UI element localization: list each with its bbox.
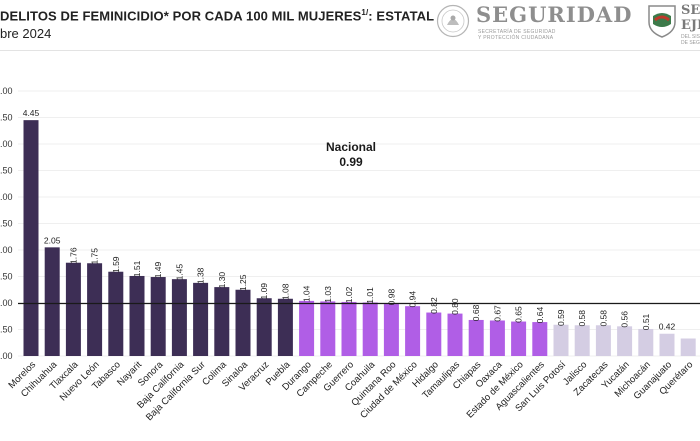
- value-label: 0.65: [514, 306, 524, 323]
- value-label: 1.08: [280, 283, 290, 300]
- y-tick-label: .50: [0, 272, 13, 282]
- bar: [150, 277, 166, 356]
- value-label: 1.38: [196, 267, 206, 284]
- y-tick-label: .50: [0, 325, 13, 335]
- y-axis-ticks: .00 .50 .00 .50 .00 .50 .00 .50 .00 .50 .00: [0, 86, 13, 361]
- bar: [553, 324, 569, 356]
- value-label: 0.64: [535, 307, 545, 324]
- value-label: 0.94: [408, 291, 418, 308]
- bar: [341, 301, 357, 356]
- bar: [468, 319, 484, 356]
- value-label: 0.67: [492, 305, 502, 322]
- bar: [659, 333, 675, 356]
- national-value: 0.99: [339, 155, 363, 169]
- value-label: 1.01: [365, 287, 375, 304]
- brand-subtitle: SECRETARÍA DE SEGURIDAD Y PROTECCIÓN CIU…: [478, 29, 556, 41]
- value-label: 1.45: [174, 264, 184, 281]
- value-label: 1.75: [90, 248, 100, 265]
- bar: [129, 275, 145, 356]
- bars: [23, 120, 696, 357]
- value-label: 1.59: [111, 256, 121, 273]
- bar: [383, 304, 399, 356]
- bar: [214, 287, 230, 356]
- bar: [23, 120, 39, 357]
- y-tick-label: .00: [0, 245, 13, 255]
- bar: [511, 321, 527, 356]
- value-label: 1.03: [323, 286, 333, 303]
- bar: [256, 298, 272, 356]
- bar: [638, 328, 654, 356]
- value-label: 0.98: [386, 289, 396, 306]
- bar: [405, 306, 421, 356]
- bar: [277, 298, 293, 356]
- national-annotation: Nacional 0.99: [306, 140, 396, 170]
- bar: [171, 279, 187, 356]
- value-label: 1.09: [259, 283, 269, 300]
- bar: [44, 247, 60, 356]
- bar: [489, 320, 505, 356]
- bar: [299, 300, 315, 356]
- value-label: 0.56: [620, 311, 630, 328]
- y-tick-label: .50: [0, 166, 13, 176]
- y-tick-label: .50: [0, 113, 13, 123]
- chart-subtitle: bre 2024: [0, 26, 52, 41]
- national-label: Nacional: [325, 140, 376, 154]
- bar: [362, 302, 378, 356]
- bar: [574, 325, 590, 356]
- bar: [447, 313, 463, 356]
- bar: [320, 301, 336, 356]
- value-label: 1.51: [132, 260, 142, 277]
- secondary-brand-subtitle: DEL SIS DE SEG: [681, 34, 700, 46]
- y-tick-label: .50: [0, 219, 13, 229]
- value-label: 0.59: [556, 309, 566, 326]
- chart-title: DELITOS DE FEMINICIDIO* POR CADA 100 MIL…: [0, 8, 435, 24]
- value-label: 2.05: [44, 235, 61, 245]
- value-label: 1.02: [344, 286, 354, 303]
- y-tick-label: .00: [0, 86, 13, 96]
- bar: [680, 338, 696, 356]
- value-label: 1.25: [238, 274, 248, 291]
- brand-name: SEGURIDAD: [476, 2, 633, 27]
- value-label: 4.45: [23, 108, 40, 118]
- bar: [532, 322, 548, 356]
- value-label: 1.76: [68, 247, 78, 264]
- y-tick-label: .00: [0, 192, 13, 202]
- secondary-brand: SEC EJE: [681, 3, 700, 33]
- value-label: 1.30: [217, 272, 227, 289]
- value-label: 0.68: [471, 304, 481, 321]
- bar: [193, 282, 209, 356]
- y-tick-label: .00: [0, 139, 13, 149]
- bar: [235, 289, 251, 356]
- value-label: 0.58: [577, 310, 587, 327]
- value-label: 1.04: [302, 285, 312, 302]
- value-label: 0.82: [429, 297, 439, 314]
- bar: [65, 262, 81, 356]
- value-label: 1.49: [153, 261, 163, 278]
- value-labels: 4.45 2.05 1.76 1.75 1.59 1.51 1.49 1.45 1.38 1.30…: [23, 108, 676, 332]
- bar: [87, 263, 103, 356]
- bar: [108, 271, 124, 356]
- header-divider: [0, 50, 700, 51]
- shield-logo: [648, 5, 676, 38]
- national-seal-logo: [436, 4, 470, 38]
- bar: [426, 312, 442, 356]
- y-tick-label: .00: [0, 298, 13, 308]
- value-label: 0.42: [659, 322, 676, 332]
- value-label: 0.80: [450, 298, 460, 315]
- value-label: 0.51: [641, 313, 651, 330]
- value-label: 0.58: [598, 310, 608, 327]
- y-tick-label: .00: [0, 351, 13, 361]
- bar: [617, 326, 633, 356]
- bar: [595, 325, 611, 356]
